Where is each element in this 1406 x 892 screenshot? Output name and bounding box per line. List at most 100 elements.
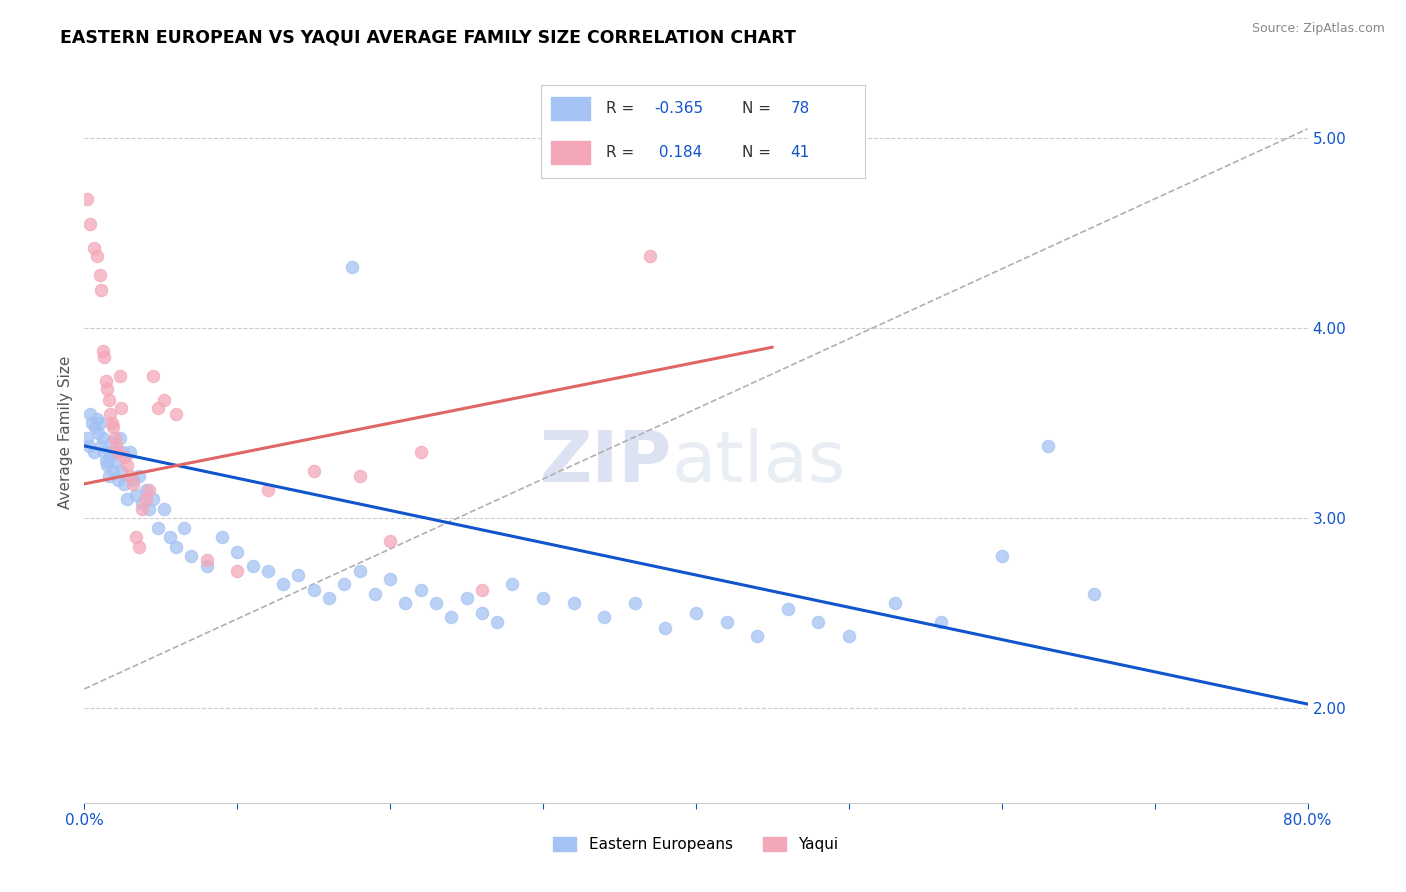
Text: N =: N = xyxy=(742,101,776,116)
Point xyxy=(112,450,135,465)
Bar xyxy=(551,141,591,164)
Point xyxy=(226,545,249,559)
Point xyxy=(716,615,738,630)
Point xyxy=(226,564,249,578)
Point xyxy=(112,476,135,491)
Point xyxy=(79,217,101,231)
Point xyxy=(93,444,115,458)
Text: EASTERN EUROPEAN VS YAQUI AVERAGE FAMILY SIZE CORRELATION CHART: EASTERN EUROPEAN VS YAQUI AVERAGE FAMILY… xyxy=(60,29,796,47)
Point xyxy=(142,491,165,506)
Point xyxy=(883,597,905,611)
Point xyxy=(180,549,202,563)
Point xyxy=(131,496,153,510)
Point xyxy=(79,407,101,421)
Point xyxy=(107,473,129,487)
Point xyxy=(108,368,131,383)
Point xyxy=(97,469,120,483)
Point xyxy=(105,439,128,453)
Point xyxy=(91,343,114,358)
Point xyxy=(86,249,108,263)
Point xyxy=(380,572,402,586)
Point xyxy=(195,553,218,567)
Point xyxy=(90,439,112,453)
Point xyxy=(471,583,494,598)
Point xyxy=(91,431,114,445)
Point xyxy=(94,375,117,389)
Text: 0.184: 0.184 xyxy=(655,145,703,160)
Point xyxy=(128,469,150,483)
Point xyxy=(101,435,124,450)
Point xyxy=(142,368,165,383)
Point xyxy=(340,260,363,275)
Point xyxy=(103,420,125,434)
Text: 41: 41 xyxy=(790,145,810,160)
Point xyxy=(104,431,127,445)
Point xyxy=(104,454,127,468)
Point xyxy=(318,591,340,605)
Point xyxy=(135,491,157,506)
Point xyxy=(747,629,769,643)
Point xyxy=(125,488,148,502)
Point xyxy=(115,458,138,472)
Point xyxy=(287,568,309,582)
Point xyxy=(105,444,128,458)
Point xyxy=(425,597,447,611)
Point xyxy=(90,283,112,297)
Point xyxy=(128,540,150,554)
Point xyxy=(271,577,294,591)
Point xyxy=(146,401,169,415)
Point xyxy=(195,558,218,573)
Point xyxy=(153,393,176,408)
Point xyxy=(638,249,661,263)
Point xyxy=(409,444,432,458)
Point xyxy=(97,393,120,408)
Point xyxy=(131,501,153,516)
Point xyxy=(111,444,134,458)
Point xyxy=(1083,587,1105,601)
Point xyxy=(138,501,160,516)
Point xyxy=(173,520,195,534)
Text: ZIP: ZIP xyxy=(540,428,672,497)
Text: R =: R = xyxy=(606,101,640,116)
Point xyxy=(122,473,145,487)
Point xyxy=(654,621,676,635)
Point xyxy=(257,564,280,578)
Point xyxy=(380,533,402,548)
Text: Source: ZipAtlas.com: Source: ZipAtlas.com xyxy=(1251,22,1385,36)
Point xyxy=(333,577,356,591)
Text: R =: R = xyxy=(606,145,640,160)
Point xyxy=(502,577,524,591)
Legend: Eastern Europeans, Yaqui: Eastern Europeans, Yaqui xyxy=(547,830,845,858)
Point xyxy=(115,491,138,506)
Point xyxy=(685,606,707,620)
Point xyxy=(562,597,585,611)
Point xyxy=(103,464,125,478)
Point xyxy=(84,420,107,434)
Point xyxy=(838,629,860,643)
Point xyxy=(101,416,124,430)
Point xyxy=(409,583,432,598)
Point xyxy=(364,587,387,601)
Point xyxy=(77,439,100,453)
Point xyxy=(440,609,463,624)
Point xyxy=(302,583,325,598)
Point xyxy=(991,549,1014,563)
Point xyxy=(98,407,121,421)
Point xyxy=(108,431,131,445)
Point xyxy=(110,464,132,478)
Text: N =: N = xyxy=(742,145,776,160)
Point xyxy=(929,615,952,630)
Point xyxy=(165,407,187,421)
Point xyxy=(96,382,118,396)
Point xyxy=(153,501,176,516)
Point xyxy=(94,454,117,468)
Point xyxy=(83,444,105,458)
Point xyxy=(486,615,509,630)
Point xyxy=(159,530,181,544)
Point xyxy=(242,558,264,573)
Point xyxy=(89,416,111,430)
Point xyxy=(98,450,121,465)
Text: atlas: atlas xyxy=(672,428,846,497)
Point xyxy=(257,483,280,497)
Point xyxy=(93,350,115,364)
